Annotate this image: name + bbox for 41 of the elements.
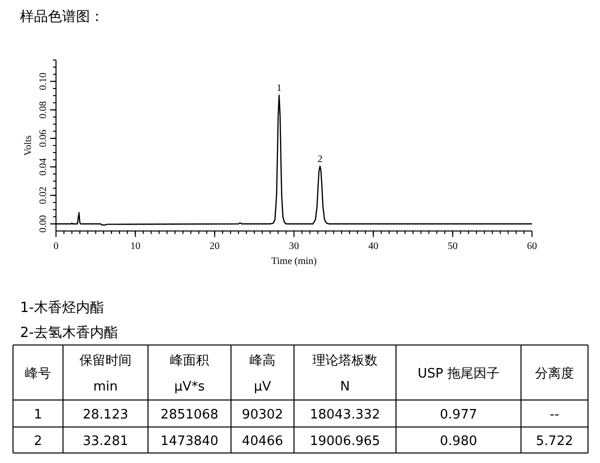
text: 40466 <box>242 434 284 449</box>
text: 1-木香烃内酯 <box>20 300 104 316</box>
text: 理论塔板数 N <box>312 354 378 394</box>
text: 0.980 <box>440 434 478 449</box>
annotation: 2 <box>318 154 323 166</box>
text: 18043.332 <box>310 408 380 422</box>
text: 2851068 <box>160 408 218 422</box>
text: 28.123 <box>82 408 128 422</box>
text: 19006.965 <box>310 434 380 449</box>
text: 90302 <box>242 408 284 422</box>
x-tick-label: 20 <box>210 241 220 252</box>
x-tick-label: 30 <box>289 241 299 252</box>
y-tick-label: 0.00 <box>38 215 49 233</box>
x-axis-title: Time (min) <box>271 256 317 267</box>
x-tick-label: 0 <box>54 241 58 252</box>
text: 2-去氢木香内酯 <box>20 325 118 341</box>
text: -- <box>550 408 560 422</box>
x-tick-label: 50 <box>448 241 458 252</box>
y-axis-title: Volts <box>23 135 34 156</box>
x-tick-label: 40 <box>368 241 378 252</box>
text: 1473840 <box>160 434 218 449</box>
text: 1 <box>34 408 42 422</box>
y-tick-label: 0.10 <box>38 72 49 90</box>
y-tick-label: 0.08 <box>38 101 49 119</box>
chart-title: 样品色谱图： <box>20 9 104 25</box>
text: 峰面积 µV*s <box>170 354 209 394</box>
y-tick-label: 0.06 <box>38 130 49 148</box>
x-tick-label: 10 <box>130 241 140 252</box>
x-tick-label: 60 <box>527 241 537 252</box>
text: USP 拖尾因子 <box>418 366 500 382</box>
y-tick-label: 0.02 <box>38 186 49 204</box>
text: 峰高 µV <box>250 352 276 394</box>
text: 分离度 <box>535 366 574 382</box>
text: 保留时间 min <box>80 354 132 394</box>
y-tick-label: 0.04 <box>38 158 49 176</box>
text: 0.977 <box>440 408 478 422</box>
text: 33.281 <box>82 434 128 449</box>
annotation: 1 <box>276 83 282 94</box>
text: 峰号 <box>25 366 51 382</box>
text: 2 <box>34 434 42 449</box>
text: 5.722 <box>536 434 574 449</box>
